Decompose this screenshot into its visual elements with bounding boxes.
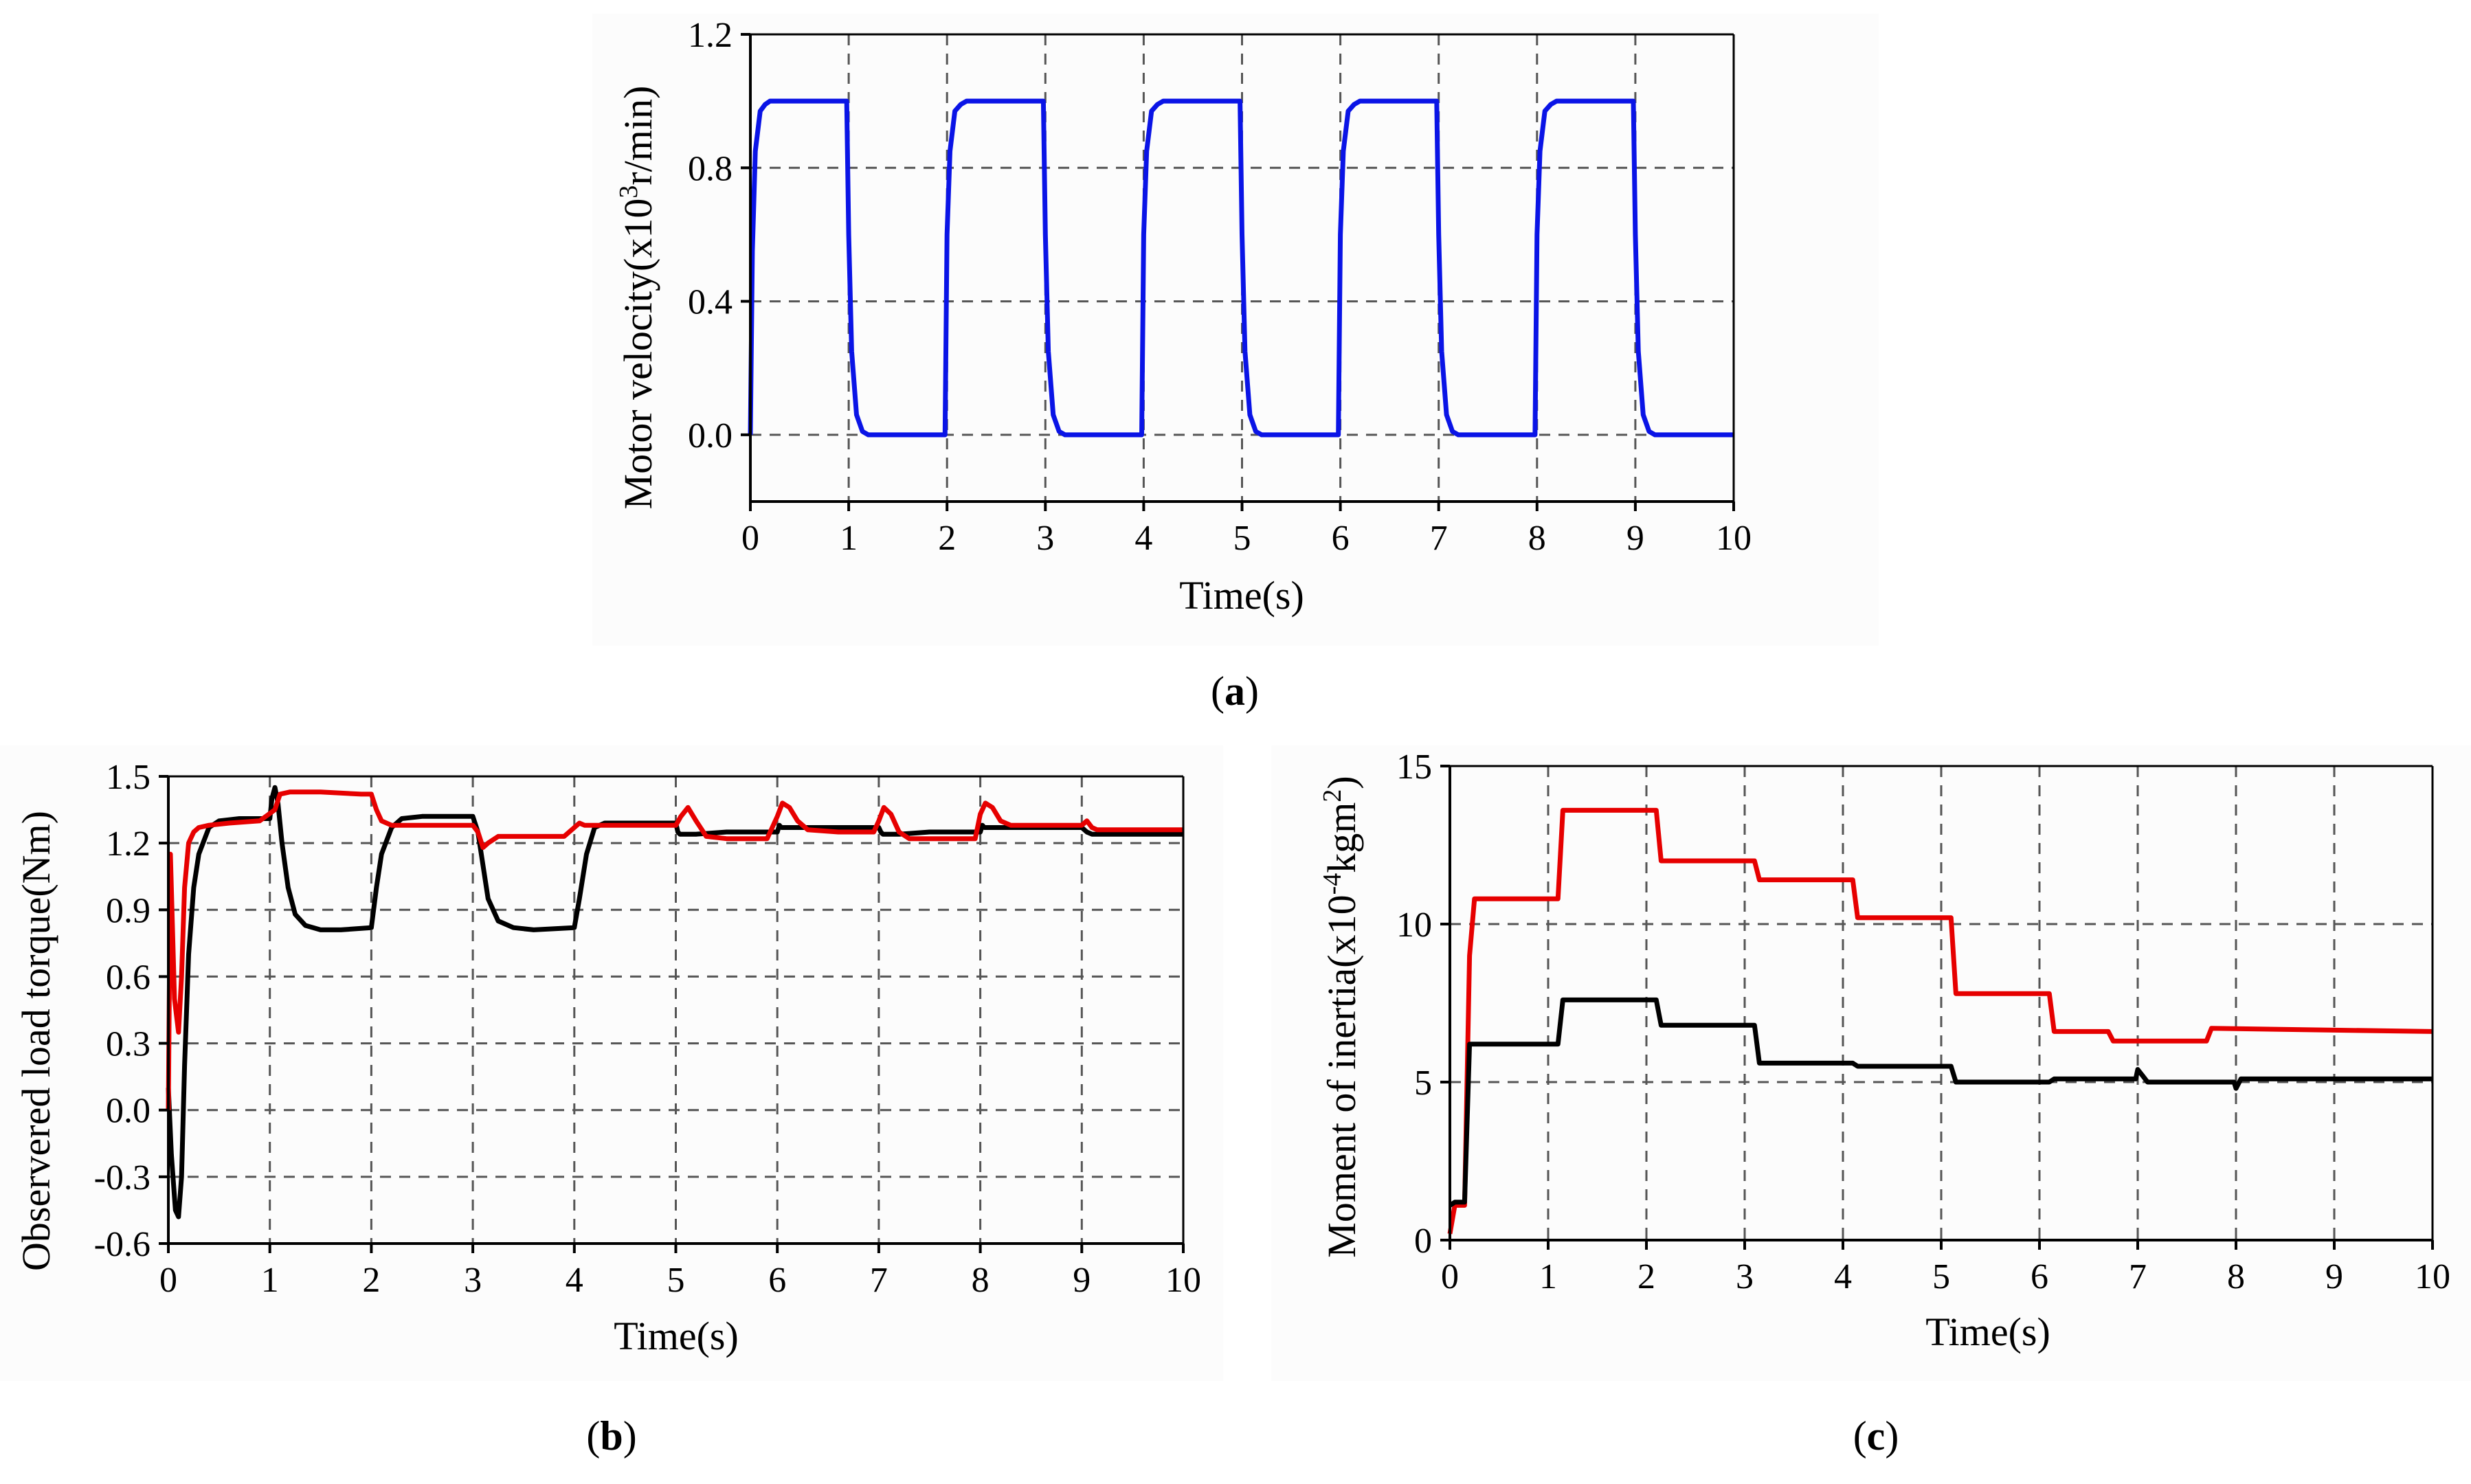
chart-a-ytick-label-1: 0.4 [688,283,733,322]
chart-a-ylabel-sup: 3 [614,186,643,199]
chart-c-xtick-label-9: 9 [2325,1257,2343,1296]
chart-b-xtick-label-7: 7 [870,1261,888,1300]
chart-b-ylabel: Observered load torque(Nm) [14,811,58,1271]
chart-a-ticks: 0 1 2 3 4 5 6 7 8 9 10 0.0 0.4 0.8 1.2 [688,16,1752,558]
chart-a-xtick-label-1: 1 [840,519,858,558]
chart-a-xtick-label-6: 6 [1332,519,1350,558]
chart-c-series-black [1449,997,2433,1208]
caption-b-letter: b [600,1413,623,1459]
chart-a-ytick-label-2: 0.8 [688,149,733,188]
chart-b-xtick-label-10: 10 [1165,1261,1201,1300]
chart-c-xlabel: Time(s) [1925,1309,2050,1354]
chart-b-ytick-label-7: 1.5 [106,758,150,797]
chart-a-xtick-label-0: 0 [741,519,759,558]
chart-a-xtick-label-10: 10 [1716,519,1752,558]
chart-b-ytick-label-1: -0.3 [94,1158,150,1198]
chart-a-ylabel-suffix: r/min) [616,86,660,186]
chart-a-ytick-label-0: 0.0 [688,416,733,456]
chart-c-xtick-label-10: 10 [2415,1257,2450,1296]
chart-c-series [1447,807,2433,1235]
chart-a-xtick-label-8: 8 [1528,519,1546,558]
chart-b-ytick-label-3: 0.3 [106,1025,150,1064]
chart-c-xtick-label-1: 1 [1539,1257,1557,1296]
chart-c-xtick-label-2: 2 [1637,1257,1655,1296]
caption-c: (c) [1853,1413,1899,1459]
chart-c-ytick-label-2: 10 [1396,906,1432,945]
chart-c-xtick-label-7: 7 [2129,1257,2147,1296]
chart-a-xtick-label-3: 3 [1036,519,1054,558]
chart-b-xtick-label-6: 6 [768,1261,786,1300]
caption-a: (a) [1211,668,1259,714]
chart-b-xtick-label-3: 3 [464,1261,482,1300]
chart-b-xtick-label-9: 9 [1073,1261,1091,1300]
chart-c-ticks: 0 1 2 3 4 5 6 7 8 9 10 0 5 10 15 [1396,747,2450,1296]
chart-b-xtick-label-4: 4 [566,1261,583,1300]
chart-b-xtick-label-8: 8 [972,1261,989,1300]
chart-b-xtick-label-2: 2 [362,1261,380,1300]
chart-a-ytick-label-3: 1.2 [688,16,733,55]
chart-b-ytick-label-0: -0.6 [94,1225,150,1264]
chart-c-ytick-label-0: 0 [1414,1222,1432,1261]
chart-b-ytick-label-2: 0.0 [106,1092,150,1131]
chart-a-series [748,98,1734,438]
chart-c-ylabel-sup2: 2 [1318,789,1347,802]
chart-a-xtick-label-7: 7 [1430,519,1448,558]
chart-c-ylabel-mid: kgm [1319,802,1364,873]
chart-b-series-black [166,785,1183,1219]
chart-c-ylabel: Moment of inertia(x10-4kgm2) [1318,776,1364,1257]
chart-b-series [166,785,1183,1219]
chart-c-ytick-label-1: 5 [1414,1064,1432,1103]
chart-c-xtick-label-0: 0 [1441,1257,1459,1296]
chart-c-ytick-label-3: 15 [1396,747,1432,787]
chart-c-ylabel-sup: -4 [1318,873,1347,895]
chart-b-ytick-label-5: 0.9 [106,891,150,930]
chart-a-series-velocity [748,98,1734,438]
panel-a-background [592,14,1879,646]
chart-a-xtick-label-5: 5 [1233,519,1251,558]
chart-c-xtick-label-6: 6 [2031,1257,2048,1296]
chart-a: 0 1 2 3 4 5 6 7 8 9 10 0.0 0.4 0.8 1.2 Time(s) Motor v… [614,16,1752,618]
chart-b: 0 1 2 3 4 5 6 7 8 9 10 -0.6 -0.3 0.0 0.3 0.6 0.9 1.2 1.5 T… [14,758,1201,1358]
chart-c-xtick-label-3: 3 [1736,1257,1754,1296]
chart-b-xtick-label-0: 0 [159,1261,177,1300]
chart-c-grid [1450,765,2434,1240]
chart-b-ticks: 0 1 2 3 4 5 6 7 8 9 10 -0.6 -0.3 0.0 0.3 0.6 0.9 1.2 1.5 [94,758,1201,1300]
chart-a-xtick-label-9: 9 [1626,519,1644,558]
chart-a-ylabel: Motor velocity(x103r/min) [614,86,660,510]
chart-c-ylabel-suffix: ) [1319,776,1364,789]
panel-b-background [0,745,1223,1381]
chart-b-ytick-label-6: 1.2 [106,824,150,864]
chart-a-xtick-label-4: 4 [1134,519,1152,558]
chart-c-series-red [1447,807,2433,1235]
chart-b-ytick-label-4: 0.6 [106,958,150,997]
caption-c-letter: c [1867,1413,1886,1459]
chart-a-xlabel: Time(s) [1179,573,1304,618]
chart-b-xtick-label-1: 1 [261,1261,279,1300]
caption-b: (b) [586,1413,636,1459]
chart-b-xtick-label-5: 5 [667,1261,685,1300]
chart-a-xtick-label-2: 2 [938,519,956,558]
chart-b-xlabel: Time(s) [614,1314,739,1358]
chart-b-series-red [166,789,1183,1110]
caption-a-letter: a [1225,668,1245,714]
chart-a-ylabel-prefix: Motor velocity(x10 [616,199,660,510]
chart-c-ylabel-prefix: Moment of inertia(x10 [1319,895,1364,1257]
chart-c-xtick-label-4: 4 [1834,1257,1852,1296]
chart-c-xtick-label-5: 5 [1932,1257,1950,1296]
chart-c-xtick-label-8: 8 [2227,1257,2245,1296]
chart-c: 0 1 2 3 4 5 6 7 8 9 10 0 5 10 15 Time(s) Moment of ine… [1318,747,2450,1354]
